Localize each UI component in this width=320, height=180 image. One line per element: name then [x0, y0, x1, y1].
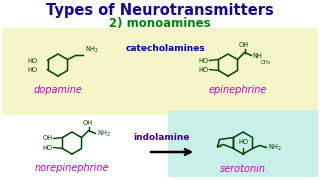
Text: HO: HO	[238, 139, 248, 145]
Text: NH: NH	[252, 53, 262, 58]
Text: HO: HO	[198, 57, 208, 64]
Text: norepinephrine: norepinephrine	[35, 163, 109, 173]
Text: NH$_2$: NH$_2$	[84, 44, 99, 55]
FancyBboxPatch shape	[2, 28, 318, 115]
Text: 2) monoamines: 2) monoamines	[109, 17, 211, 30]
Text: HO: HO	[27, 66, 37, 73]
Text: H: H	[216, 145, 221, 150]
Text: catecholamines: catecholamines	[125, 44, 205, 53]
Text: epinephrine: epinephrine	[209, 85, 267, 95]
Text: HO: HO	[198, 66, 208, 73]
Text: NH$_2$: NH$_2$	[97, 128, 111, 139]
FancyBboxPatch shape	[168, 110, 318, 177]
Text: serotonin: serotonin	[220, 164, 266, 174]
Text: indolamine: indolamine	[134, 134, 190, 143]
Text: OH: OH	[42, 136, 52, 141]
Text: Types of Neurotransmitters: Types of Neurotransmitters	[46, 3, 274, 17]
Text: CH$_3$: CH$_3$	[260, 58, 271, 67]
Text: HO: HO	[27, 57, 37, 64]
Text: OH: OH	[238, 42, 249, 48]
Text: HO: HO	[42, 145, 52, 150]
Text: dopamine: dopamine	[34, 85, 83, 95]
Text: NH$_2$: NH$_2$	[268, 142, 282, 153]
Text: OH: OH	[83, 120, 92, 125]
